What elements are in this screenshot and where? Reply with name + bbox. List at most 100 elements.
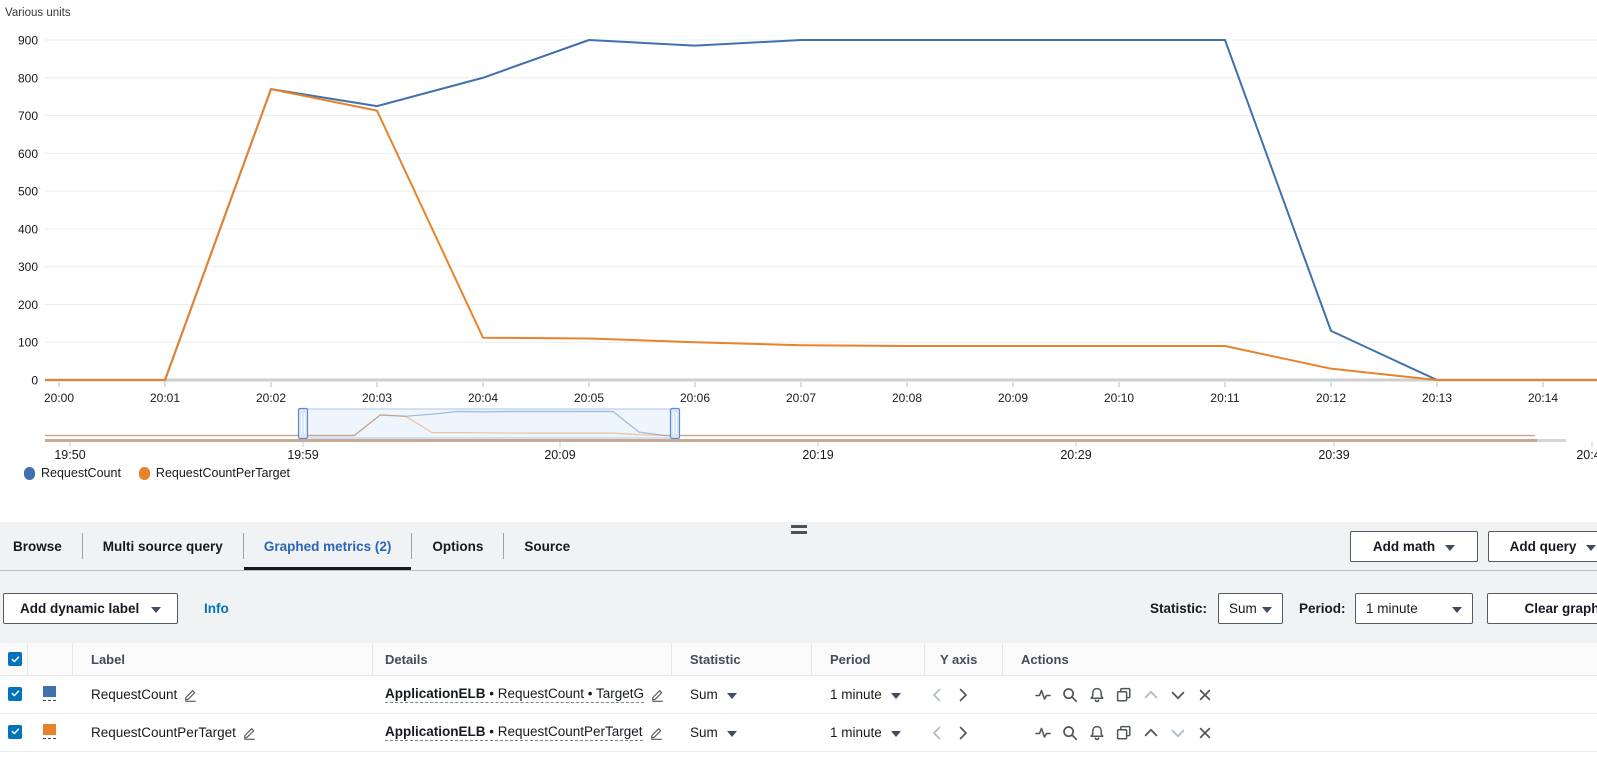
add-query-button[interactable]: Add query	[1488, 531, 1597, 562]
row-period-select[interactable]: 1 minute	[812, 687, 925, 702]
column-header-actions: Actions	[1021, 651, 1069, 667]
legend-color-dot	[24, 466, 35, 480]
info-link[interactable]: Info	[204, 601, 229, 616]
timeline-tick-label: 20:19	[802, 448, 833, 462]
y-axis-right-toggle-icon[interactable]	[954, 687, 970, 703]
series-color-swatch[interactable]	[43, 723, 56, 739]
caret-down-icon	[890, 730, 901, 737]
move-up-icon[interactable]	[1143, 725, 1159, 741]
select-all-checkbox[interactable]	[8, 652, 22, 666]
remove-metric-icon[interactable]	[1197, 725, 1213, 741]
graph-metric-icon[interactable]	[1035, 725, 1051, 741]
tab-multi-source-query[interactable]: Multi source query	[102, 538, 223, 554]
tab-divider	[411, 533, 413, 559]
edit-details-icon[interactable]	[651, 688, 665, 702]
tab-divider	[242, 533, 244, 559]
series-color-swatch[interactable]	[43, 685, 56, 701]
remove-metric-icon[interactable]	[1197, 687, 1213, 703]
duplicate-icon[interactable]	[1116, 725, 1132, 741]
metrics-chart-area: Various units 20:00 20:01 20:02 20:03 20:04 2…	[0, 0, 1597, 480]
graphed-metrics-toolbar: Add dynamic label Info Statistic: Sum Pe…	[0, 571, 1597, 643]
y-axis-unit-label: Various units	[5, 7, 71, 19]
y-axis-left-toggle-icon[interactable]	[930, 687, 946, 703]
move-down-icon[interactable]	[1170, 687, 1186, 703]
x-tick-label: 20:14	[1528, 391, 1558, 405]
table-row: RequestCount ApplicationELB • RequestCou…	[0, 676, 1597, 714]
y-tick-label: 800	[18, 71, 38, 85]
edit-details-icon[interactable]	[650, 726, 664, 740]
timeline-tick-label: 20:29	[1060, 448, 1091, 462]
brush-handle[interactable]	[669, 407, 681, 440]
x-tick-label: 20:11	[1210, 391, 1239, 405]
statistic-select[interactable]: Sum	[1218, 593, 1283, 624]
brush-mini-line	[45, 414, 1535, 437]
metric-details[interactable]: ApplicationELB • RequestCountPerTarget	[385, 724, 643, 741]
row-checkbox[interactable]	[8, 724, 22, 739]
statistic-label: Statistic:	[1150, 601, 1208, 616]
duplicate-icon[interactable]	[1116, 687, 1132, 703]
y-axis-right-toggle-icon[interactable]	[954, 725, 970, 741]
x-tick-label: 20:10	[1104, 391, 1134, 405]
tab-browse[interactable]: Browse	[13, 538, 62, 554]
row-checkbox[interactable]	[8, 686, 22, 701]
tab-graphed-metrics[interactable]: Graphed metrics (2)	[244, 522, 412, 570]
x-tick-label: 20:03	[362, 391, 392, 405]
add-dynamic-label-button[interactable]: Add dynamic label	[3, 593, 178, 624]
period-label: Period:	[1299, 601, 1346, 616]
x-tick-label: 20:08	[892, 391, 922, 405]
move-down-icon[interactable]	[1170, 725, 1186, 741]
legend-color-dot	[138, 466, 150, 480]
x-tick-label: 20:04	[468, 391, 498, 405]
row-statistic-select[interactable]: Sum	[672, 687, 812, 702]
search-icon[interactable]	[1062, 725, 1078, 741]
row-period-select[interactable]: 1 minute	[812, 725, 925, 740]
metric-label: RequestCount	[91, 687, 178, 702]
x-tick-label: 20:07	[786, 391, 816, 405]
metric-details[interactable]: ApplicationELB • RequestCount • TargetG	[385, 686, 645, 703]
timeline-tick-label: 20:49	[1576, 448, 1597, 462]
tab-options[interactable]: Options	[432, 538, 484, 554]
brush-handle[interactable]	[297, 407, 309, 440]
x-tick-label: 20:05	[574, 391, 604, 405]
row-statistic-select[interactable]: Sum	[672, 725, 812, 740]
x-tick-label: 20:02	[256, 391, 286, 405]
edit-label-icon[interactable]	[184, 688, 198, 702]
x-tick-label: 20:06	[680, 391, 710, 405]
clear-graph-button[interactable]: Clear graph	[1487, 593, 1597, 624]
x-tick-label: 20:12	[1316, 391, 1346, 405]
timeline-tick-label: 19:59	[287, 448, 318, 462]
panel-tabbar: Browse Multi source query Graphed metric…	[0, 522, 1597, 571]
search-icon[interactable]	[1062, 687, 1078, 703]
x-tick-label: 20:00	[44, 391, 74, 405]
y-tick-label: 500	[18, 185, 38, 199]
table-row: RequestCountPerTarget ApplicationELB • R…	[0, 714, 1597, 752]
x-tick-label: 20:13	[1422, 391, 1452, 405]
legend-item-requestcountpertarget[interactable]: RequestCountPerTarget	[138, 466, 290, 480]
column-header-statistic: Statistic	[672, 643, 812, 675]
panel-resize-handle[interactable]	[790, 525, 807, 537]
caret-down-icon	[1586, 544, 1597, 551]
metrics-line-chart[interactable]: 20:00 20:01 20:02 20:03 20:04 20:05 20:06 20:07…	[0, 0, 1597, 462]
bell-alarm-icon[interactable]	[1089, 687, 1105, 703]
edit-label-icon[interactable]	[243, 726, 257, 740]
legend-label: RequestCount	[41, 466, 121, 480]
add-math-button[interactable]: Add math	[1350, 531, 1478, 562]
y-tick-label: 0	[31, 374, 38, 388]
tab-source[interactable]: Source	[524, 538, 571, 554]
chart-legend: RequestCount RequestCountPerTarget	[24, 466, 290, 480]
move-up-icon[interactable]	[1143, 687, 1159, 703]
bell-alarm-icon[interactable]	[1089, 725, 1105, 741]
y-axis-left-toggle-icon[interactable]	[930, 725, 946, 741]
y-tick-label: 700	[18, 109, 38, 123]
graph-metric-icon[interactable]	[1035, 687, 1051, 703]
y-tick-label: 900	[18, 34, 38, 48]
brush-selection[interactable]	[302, 408, 676, 439]
legend-item-requestcount[interactable]: RequestCount	[24, 466, 121, 480]
caret-down-icon	[726, 692, 737, 699]
caret-down-icon	[890, 692, 901, 699]
graphed-metrics-table: Label Details Statistic Period Y axis Ac…	[0, 643, 1597, 752]
timeline-tick-label: 19:50	[54, 448, 85, 462]
brush-mini-line	[45, 410, 1535, 437]
period-select[interactable]: 1 minute	[1355, 593, 1473, 624]
